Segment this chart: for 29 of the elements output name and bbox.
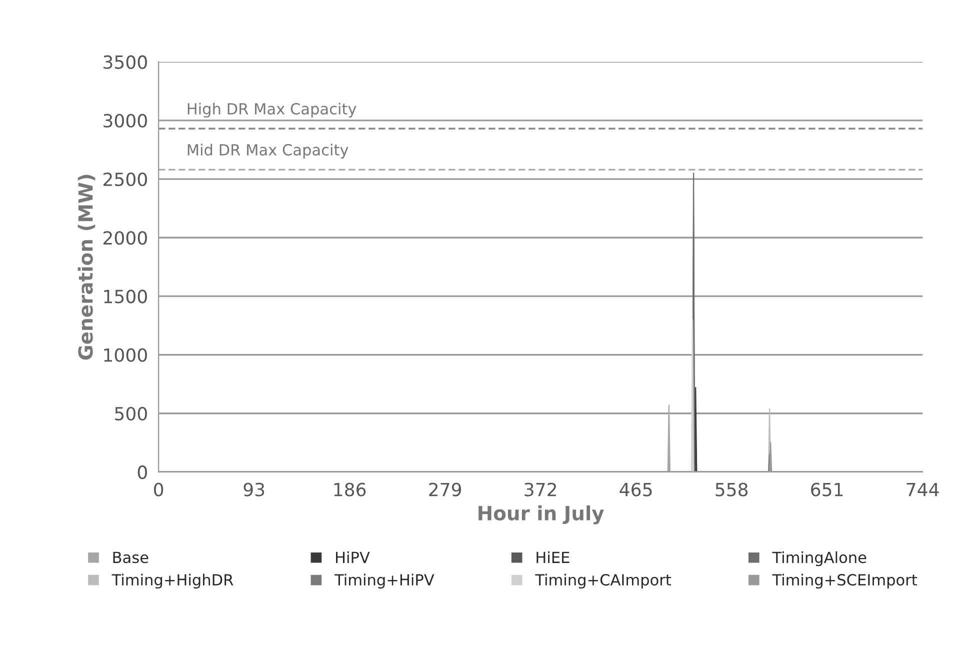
y-tick-label: 1500 bbox=[104, 290, 147, 304]
legend-label: HiPV bbox=[336, 551, 370, 563]
ref-line-label: High DR Max Capacity bbox=[188, 102, 356, 118]
x-tick-label: 744 bbox=[906, 482, 939, 496]
y-tick-label: 1000 bbox=[104, 348, 147, 362]
y-tick-label: 3500 bbox=[104, 55, 147, 69]
legend-label: Base bbox=[113, 552, 148, 564]
legend-label: Timing+HiPV bbox=[334, 574, 434, 589]
y-axis-title: Generation (MW) bbox=[78, 174, 96, 360]
ref-line-label: Mid DR Max Capacity bbox=[188, 144, 348, 159]
x-tick-label: 558 bbox=[716, 482, 748, 496]
x-tick-label: 279 bbox=[429, 482, 462, 496]
y-tick-label: 0 bbox=[138, 465, 147, 480]
x-tick-label: 0 bbox=[154, 482, 164, 496]
x-tick-label: 651 bbox=[811, 482, 843, 496]
legend-label: Timing+SCEImport bbox=[772, 574, 918, 589]
x-axis-title: Hour in July bbox=[478, 505, 604, 524]
x-tick-label: 186 bbox=[334, 482, 366, 496]
x-tick-label: 465 bbox=[620, 482, 652, 496]
legend-label: Timing+HighDR bbox=[112, 574, 234, 589]
x-tick-label: 372 bbox=[524, 482, 556, 496]
x-tick-label: 93 bbox=[244, 482, 264, 496]
legend-label: HiEE bbox=[536, 551, 570, 563]
y-tick-label: 500 bbox=[115, 406, 147, 420]
y-tick-label: 3000 bbox=[104, 114, 147, 128]
y-tick-label: 2000 bbox=[104, 231, 147, 245]
legend-label: TimingAlone bbox=[772, 551, 866, 566]
legend-label: Timing+CAImport bbox=[535, 574, 672, 589]
y-tick-label: 2500 bbox=[104, 172, 147, 186]
